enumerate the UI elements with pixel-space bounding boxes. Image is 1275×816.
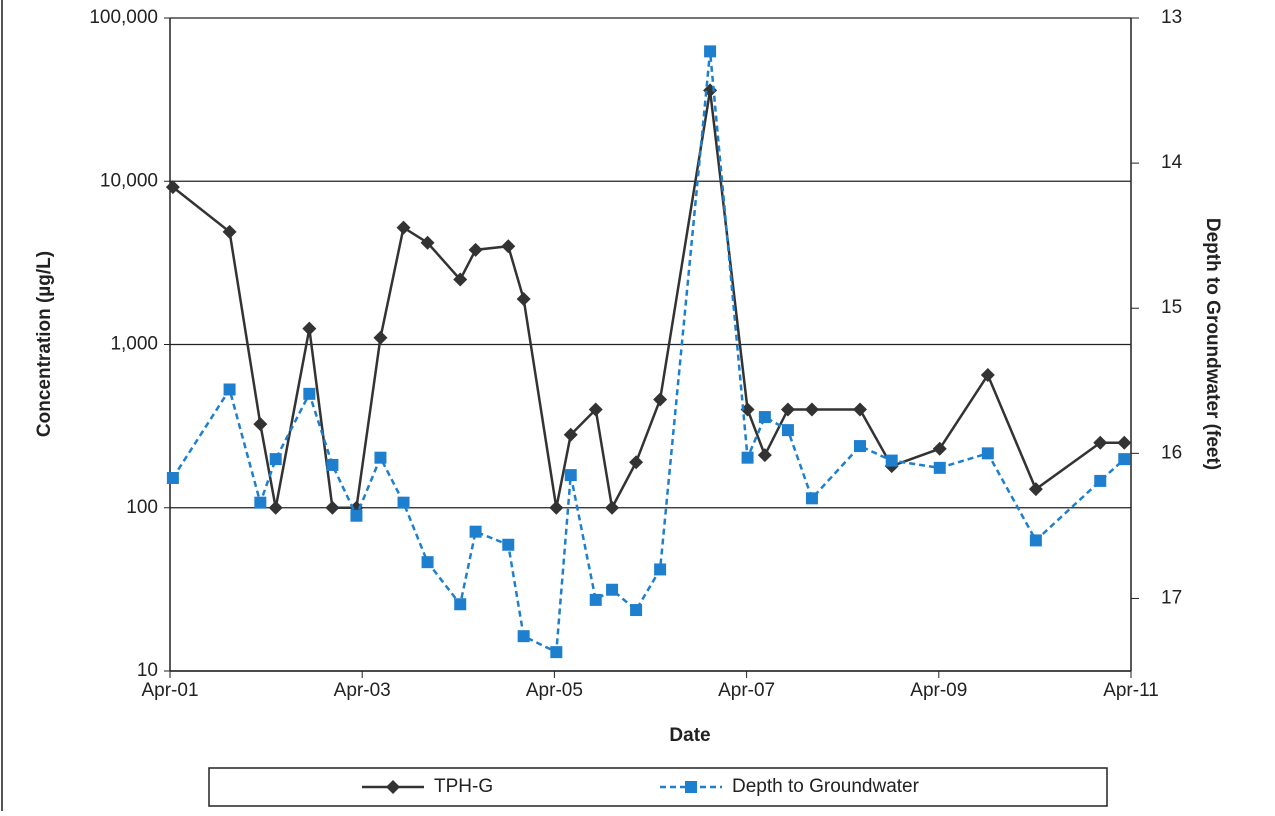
marker: [549, 500, 564, 515]
y-tick-label: 10: [137, 660, 158, 681]
marker: [804, 402, 819, 417]
marker: [630, 604, 643, 617]
marker: [589, 593, 602, 606]
x-tick-label: Apr-11: [1103, 680, 1159, 701]
marker: [981, 447, 994, 460]
series-line: [171, 51, 1126, 655]
y2-tick-label: 17: [1161, 587, 1182, 608]
marker: [932, 441, 947, 456]
marker: [222, 224, 237, 239]
x-tick-label: Apr-01: [141, 680, 198, 701]
y2-axis-label: Depth to Groundwater (feet): [1202, 218, 1223, 470]
marker: [302, 321, 317, 336]
legend-label: TPH-G: [434, 776, 493, 797]
marker: [1093, 435, 1108, 450]
marker: [781, 424, 794, 437]
x-tick-label: Apr-03: [334, 680, 391, 701]
y-tick-label: 1,000: [110, 334, 158, 355]
marker: [396, 220, 411, 235]
marker: [853, 440, 866, 453]
legend-marker: [685, 781, 697, 793]
marker: [268, 500, 283, 515]
marker: [780, 402, 795, 417]
marker: [326, 458, 339, 471]
marker: [420, 235, 435, 250]
y-axis-label: Concentration (µg/L): [34, 251, 55, 437]
marker: [885, 454, 898, 467]
marker: [852, 402, 867, 417]
marker: [517, 630, 530, 643]
marker: [605, 500, 620, 515]
marker: [397, 496, 410, 509]
marker: [454, 598, 467, 611]
marker: [501, 239, 516, 254]
marker: [980, 368, 995, 383]
marker: [563, 427, 578, 442]
marker: [166, 472, 179, 485]
marker: [653, 392, 668, 407]
marker: [1028, 482, 1043, 497]
marker: [564, 469, 577, 482]
marker: [805, 492, 818, 505]
y-tick-label: 100,000: [89, 7, 158, 28]
marker: [740, 402, 755, 417]
marker: [516, 291, 531, 306]
marker: [469, 525, 482, 538]
marker: [654, 563, 667, 576]
marker: [453, 272, 468, 287]
marker: [1094, 474, 1107, 487]
marker: [704, 45, 717, 58]
y2-tick-label: 13: [1161, 7, 1182, 28]
x-tick-label: Apr-07: [718, 680, 775, 701]
marker: [757, 448, 772, 463]
marker: [550, 646, 563, 659]
x-tick-label: Apr-05: [526, 680, 583, 701]
marker: [374, 451, 387, 464]
y2-tick-label: 14: [1161, 152, 1183, 173]
x-axis-label: Date: [669, 725, 710, 746]
marker: [1117, 435, 1132, 450]
marker: [269, 453, 282, 466]
marker: [502, 538, 515, 551]
marker: [350, 509, 363, 522]
y2-tick-label: 15: [1161, 297, 1182, 318]
y-tick-label: 10,000: [100, 170, 158, 191]
marker: [421, 556, 434, 569]
marker: [303, 387, 316, 400]
marker: [165, 180, 180, 195]
marker: [253, 417, 268, 432]
y2-tick-label: 16: [1161, 442, 1182, 463]
marker: [373, 330, 388, 345]
legend-box: [208, 767, 1108, 807]
marker: [588, 402, 603, 417]
marker: [468, 242, 483, 257]
marker: [254, 496, 267, 509]
marker: [741, 451, 754, 464]
x-tick-label: Apr-09: [910, 680, 967, 701]
marker: [629, 455, 644, 470]
y-tick-label: 100: [126, 497, 158, 518]
marker: [933, 461, 946, 474]
legend-marker: [386, 780, 400, 794]
marker: [325, 500, 340, 515]
marker: [606, 583, 619, 596]
marker: [1029, 534, 1042, 547]
marker: [1118, 453, 1131, 466]
legend-label: Depth to Groundwater: [732, 776, 920, 797]
marker: [758, 411, 771, 424]
marker: [223, 383, 236, 396]
